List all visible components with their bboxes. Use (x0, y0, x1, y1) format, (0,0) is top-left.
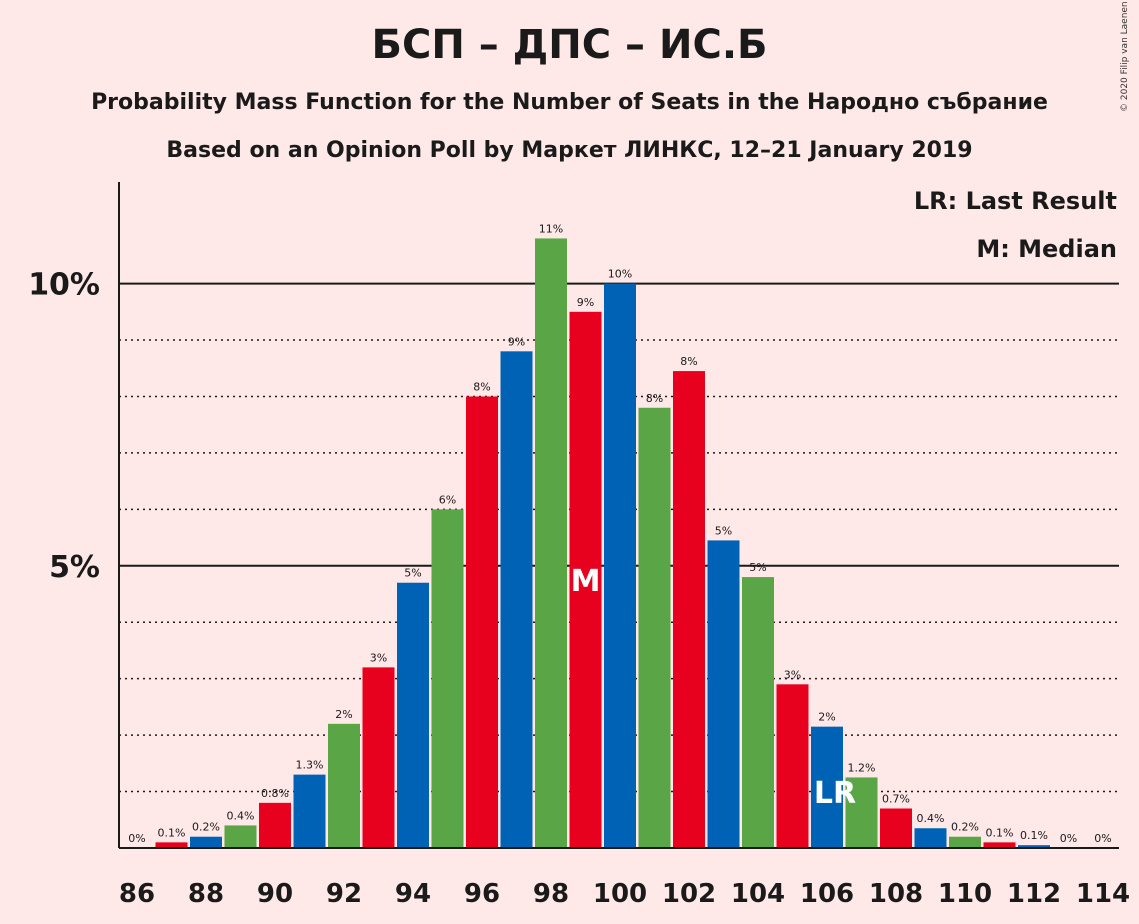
x-tick-label: 92 (326, 879, 362, 909)
chart-subtitle-line1: Probability Mass Function for the Number… (91, 90, 1048, 115)
bar-seat-93 (362, 667, 395, 848)
x-tick-label: 90 (257, 879, 293, 909)
bar-value-label: 0% (128, 832, 145, 845)
bar-seat-94 (397, 582, 429, 848)
bar-seat-105 (776, 684, 809, 848)
x-tick-label: 114 (1076, 879, 1130, 909)
chart-title: БСП – ДПС – ИС.Б (371, 22, 768, 68)
bar-seat-108 (880, 808, 912, 848)
bar-seat-87 (155, 842, 188, 848)
bar-value-label: 6% (439, 493, 456, 506)
bar-seat-91 (293, 774, 326, 848)
bar-seat-96 (466, 396, 498, 848)
x-tick-label: 88 (188, 879, 224, 909)
bar-value-label: 8% (680, 355, 697, 368)
bar-value-label: 8% (473, 380, 490, 393)
bar-seat-106 (811, 726, 843, 848)
bar-value-label: 11% (539, 222, 563, 235)
bar-seat-90 (259, 802, 291, 848)
bar-value-label: 2% (818, 711, 835, 724)
bar-seat-92 (328, 723, 360, 848)
bar-seat-95 (431, 509, 464, 848)
x-tick-label: 100 (593, 879, 647, 909)
bar-value-label: 2% (335, 708, 352, 721)
chart-subtitle-line2: Based on an Opinion Poll by Маркет ЛИНКС… (166, 138, 973, 163)
x-tick-label: 110 (938, 879, 992, 909)
bar-value-label: 3% (784, 668, 801, 681)
bars-group: 0% 0.1% 0.2% 0.4% 0.8% 1.3% 2% 3% 5% 6% 8% 9% 11% 9% 1… (128, 222, 1112, 848)
bar-value-label: 3% (370, 651, 387, 664)
bar-seat-110 (949, 836, 981, 848)
bar-value-label: 0.4% (917, 812, 945, 825)
bar-value-label: 0.2% (192, 821, 220, 834)
bar-value-label: 9% (577, 296, 594, 309)
bar-seat-109 (914, 828, 947, 848)
x-tick-label: 98 (533, 879, 569, 909)
x-tick-label: 104 (731, 879, 785, 909)
bar-value-label: 0% (1060, 832, 1077, 845)
bar-value-label: 0.1% (1020, 829, 1048, 842)
bar-seat-97 (500, 351, 533, 848)
bar-seat-111 (983, 842, 1016, 848)
bar-value-label: 0.2% (951, 821, 979, 834)
bar-seat-89 (224, 825, 257, 848)
bar-value-label: 9% (508, 335, 525, 348)
bar-value-label: 10% (608, 268, 632, 281)
bar-value-label: 0.1% (158, 826, 186, 839)
bar-seat-100 (604, 283, 636, 848)
bar-seat-102 (673, 371, 705, 848)
bar-seat-88 (190, 836, 222, 848)
x-tick-label: 112 (1007, 879, 1061, 909)
x-tick-label: 96 (464, 879, 500, 909)
bar-value-label: 0.8% (261, 787, 289, 800)
x-tick-label: 102 (662, 879, 716, 909)
y-tick-label: 5% (49, 550, 100, 585)
x-tick-label: 108 (869, 879, 923, 909)
legend-median: M: Median (976, 235, 1117, 263)
legend-last-result: LR: Last Result (914, 187, 1117, 215)
x-tick-label: 94 (395, 879, 431, 909)
bar-value-label: 0.4% (227, 809, 255, 822)
axes: 5% 10% 86 88 90 92 94 96 98 100 102 104 106 108 110 112… (28, 182, 1130, 909)
bar-value-label: 8% (646, 392, 663, 405)
bar-value-label: 5% (749, 561, 766, 574)
bar-seat-112 (1018, 845, 1050, 848)
bar-seat-104 (742, 577, 774, 848)
bar-seat-98 (535, 238, 567, 848)
bar-value-label: 5% (715, 524, 732, 537)
bar-value-label: 0.7% (882, 792, 910, 805)
x-tick-label: 106 (800, 879, 854, 909)
x-tick-label: 86 (119, 879, 155, 909)
bar-seat-107 (845, 777, 878, 848)
bar-seat-101 (638, 407, 671, 848)
bar-value-label: 1.2% (848, 761, 876, 774)
bar-seat-99 (569, 311, 602, 848)
bar-value-label: 5% (404, 567, 421, 580)
bar-value-label: 1.3% (296, 759, 324, 772)
last-result-marker: LR (814, 776, 856, 811)
bar-value-label: 0.1% (986, 826, 1014, 839)
y-tick-label: 10% (28, 268, 100, 303)
median-marker: M (571, 564, 601, 599)
bar-value-label: 0% (1094, 832, 1111, 845)
bar-seat-103 (707, 540, 740, 848)
